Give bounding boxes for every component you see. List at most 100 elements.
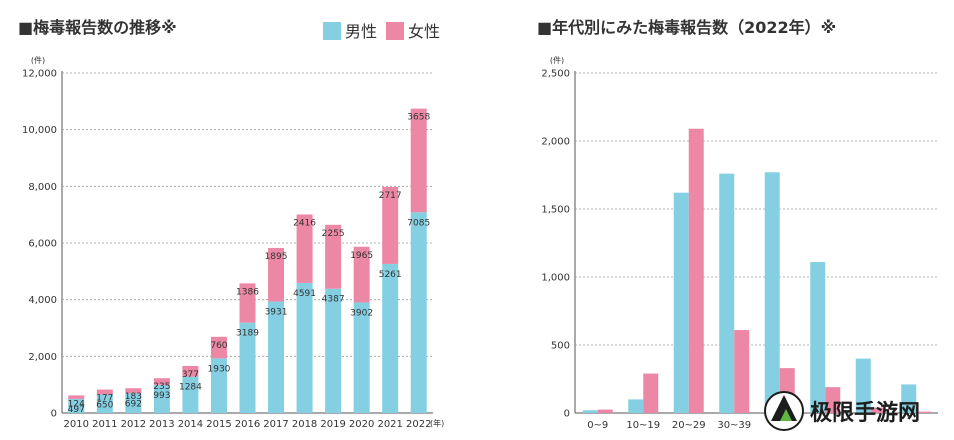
left-value-label-male: 993 — [153, 391, 170, 401]
left-bar-female — [182, 365, 199, 377]
watermark: 极限手游网 — [764, 391, 920, 431]
left-bar-male — [325, 288, 342, 413]
left-value-label-female: 2717 — [379, 191, 402, 201]
left-bar-female — [382, 186, 399, 264]
left-value-label-female: 2255 — [322, 229, 345, 239]
left-x-tick-label: 2012 — [121, 419, 146, 430]
right-y-tick-label: 0 — [564, 409, 570, 420]
left-value-label-male: 1284 — [179, 383, 202, 393]
left-bar-male — [68, 398, 85, 413]
left-bar-male — [239, 322, 256, 413]
left-value-label-female: 235 — [153, 382, 170, 392]
left-value-label-female: 177 — [96, 394, 113, 404]
left-bar-female — [96, 389, 113, 395]
left-value-label-male: 4387 — [322, 295, 345, 305]
left-x-tick-label: 2017 — [263, 419, 288, 430]
right-bar-female — [825, 387, 841, 413]
right-x-tick-label: 30~39 — [717, 420, 751, 431]
right-y-tick-label: 1,500 — [541, 205, 570, 216]
left-x-tick-label: 2011 — [92, 419, 117, 430]
left-value-label-male: 7085 — [407, 218, 430, 228]
left-bar-male — [182, 376, 199, 413]
left-value-label-male: 3902 — [350, 308, 373, 318]
left-value-label-male: 1930 — [208, 364, 231, 374]
right-x-tick-label: 20~29 — [672, 420, 706, 431]
left-value-label-male: 650 — [96, 401, 113, 411]
right-bar-male — [628, 399, 644, 413]
left-bar-female — [210, 336, 227, 359]
left-bar-female — [410, 108, 427, 213]
left-bar-male — [410, 212, 427, 413]
right-y-tick-label: 2,000 — [541, 137, 570, 148]
left-value-label-male: 692 — [125, 399, 142, 409]
left-bar-male — [96, 394, 113, 413]
left-value-label-female: 377 — [182, 370, 199, 380]
legend: 男性 女性 — [323, 22, 440, 41]
left-x-tick-label: 2010 — [64, 419, 89, 430]
left-value-label-female: 760 — [210, 341, 227, 351]
left-value-label-male: 3931 — [265, 308, 288, 318]
left-x-unit: (年) — [430, 418, 444, 428]
left-bar-male — [353, 302, 370, 413]
left-y-tick-label: 10,000 — [22, 125, 57, 136]
left-chart-title: ■梅毒報告数の推移※ — [18, 18, 177, 37]
left-value-label-male: 497 — [68, 405, 85, 415]
right-bar-male — [582, 410, 598, 413]
right-bar-female — [688, 128, 704, 413]
right-bar-male — [901, 384, 917, 413]
left-y-tick-label: 6,000 — [28, 239, 57, 250]
right-bar-male — [764, 172, 780, 413]
left-x-tick-label: 2013 — [149, 419, 174, 430]
left-x-tick-label: 2016 — [235, 419, 260, 430]
left-y-tick-label: 0 — [51, 409, 57, 420]
left-x-tick-label: 2015 — [206, 419, 231, 430]
left-value-label-female: 2416 — [293, 218, 316, 228]
left-bar-female — [68, 395, 85, 399]
right-bar-female — [643, 373, 659, 413]
left-y-tick-label: 2,000 — [28, 352, 57, 363]
left-value-label-female: 1965 — [350, 251, 373, 261]
right-bar-male — [855, 358, 871, 413]
watermark-text: 极限手游网 — [810, 400, 920, 426]
right-bar-female — [916, 411, 932, 413]
right-bar-female — [870, 407, 886, 413]
right-chart-title: ■年代別にみた梅毒報告数（2022年）※ — [537, 18, 836, 37]
right-y-tick-label: 500 — [551, 341, 570, 352]
left-x-tick-label: 2020 — [349, 419, 374, 430]
left-x-tick-label: 2014 — [178, 419, 203, 430]
left-value-label-female: 124 — [68, 399, 85, 409]
left-bar-female — [153, 378, 170, 385]
left-y-tick-label: 8,000 — [28, 182, 57, 193]
left-value-label-male: 3189 — [236, 329, 259, 339]
left-value-label-male: 4591 — [293, 289, 316, 299]
left-bar-male — [382, 263, 399, 413]
right-bar-female — [597, 409, 613, 413]
age-group-chart: ■年代別にみた梅毒報告数（2022年）※ (件) 0 500 1,000 1,500 2… — [537, 18, 938, 431]
left-bar-female — [296, 214, 313, 283]
right-bar-male — [810, 262, 826, 413]
right-bar-male — [673, 192, 689, 413]
left-x-tick-label: 2018 — [292, 419, 317, 430]
left-bar-female — [325, 224, 342, 289]
left-value-label-female: 3658 — [407, 113, 430, 123]
right-y-unit: (件) — [550, 55, 564, 65]
left-y-tick-label: 4,000 — [28, 295, 57, 306]
legend-label-male: 男性 — [345, 22, 377, 41]
left-bar-male — [210, 358, 227, 413]
left-y-tick-label: 12,000 — [22, 69, 57, 80]
left-value-label-female: 183 — [125, 392, 142, 402]
left-value-label-female: 1895 — [265, 252, 288, 262]
left-x-tick-label: 2021 — [377, 419, 402, 430]
left-value-label-male: 5261 — [379, 270, 402, 280]
left-bar-male — [125, 393, 142, 413]
left-x-tick-label: 2019 — [320, 419, 345, 430]
right-x-tick-label: 0~9 — [587, 420, 608, 431]
left-bar-male — [296, 282, 313, 413]
left-bar-female — [353, 246, 370, 303]
annual-reports-chart: ■梅毒報告数の推移※ 男性 女性 (件) (年) 0 2,000 4,000 6,00… — [18, 18, 444, 430]
legend-swatch-female — [386, 22, 404, 40]
left-bar-male — [268, 301, 285, 413]
left-bar-female — [239, 283, 256, 323]
left-bar-male — [153, 384, 170, 413]
